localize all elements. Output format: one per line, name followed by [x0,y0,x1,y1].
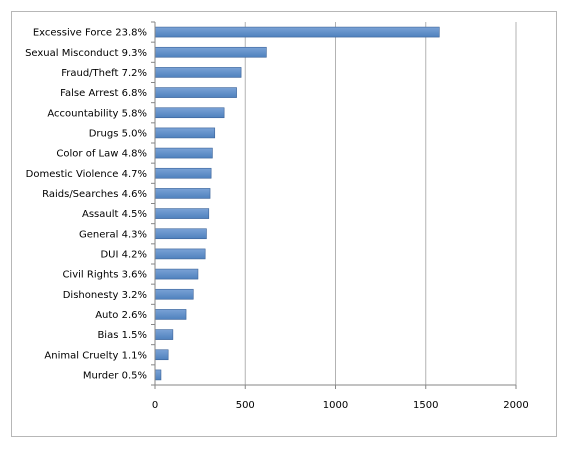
bar [154,46,267,58]
category-label: Dishonesty 3.2% [63,290,147,301]
bar [154,248,206,260]
bar [154,167,212,179]
category-label: General 4.3% [79,229,147,240]
x-tick-label: 500 [236,400,255,411]
category-label: Civil Rights 3.6% [62,270,147,281]
bar [154,107,225,119]
bar [154,309,187,320]
category-label: Fraud/Theft 7.2% [61,68,147,79]
chart-frame [11,11,557,437]
x-tick-label: 0 [152,400,158,411]
bar [154,228,207,240]
bar [154,369,162,381]
bar [154,67,242,78]
category-label: Color of Law 4.8% [56,149,147,160]
category-label: DUI 4.2% [100,249,147,260]
bar [154,208,210,219]
bar [154,87,237,98]
category-label: Murder 0.5% [83,370,147,381]
category-labels: Excessive Force 23.8% Sexual Misconduct 9… [25,28,147,382]
category-label: Raids/Searches 4.6% [42,189,147,200]
bar [154,329,174,340]
category-label: Accountability 5.8% [47,108,147,119]
category-label: Animal Cruelty 1.1% [44,350,147,361]
bar [154,288,194,300]
bar [154,268,199,280]
x-tick-labels: 0 500 1000 1500 2000 [152,400,529,411]
category-label: Sexual Misconduct 9.3% [25,48,147,59]
bars [154,26,440,381]
category-label: Drugs 5.0% [89,128,147,139]
category-label: Auto 2.6% [95,310,147,321]
bar [154,127,216,139]
x-tick-label: 1000 [323,400,348,411]
axes [151,21,517,389]
category-label: Assault 4.5% [82,209,147,220]
bar [154,147,213,159]
bar [154,26,440,38]
bar [154,188,211,199]
x-tick-label: 2000 [503,400,528,411]
bar [154,349,169,361]
category-label: Excessive Force 23.8% [33,28,147,39]
category-label: False Arrest 6.8% [60,88,147,99]
gridlines [244,22,517,385]
x-tick-label: 1500 [413,400,438,411]
category-label: Domestic Violence 4.7% [26,169,147,180]
category-label: Bias 1.5% [97,330,147,341]
